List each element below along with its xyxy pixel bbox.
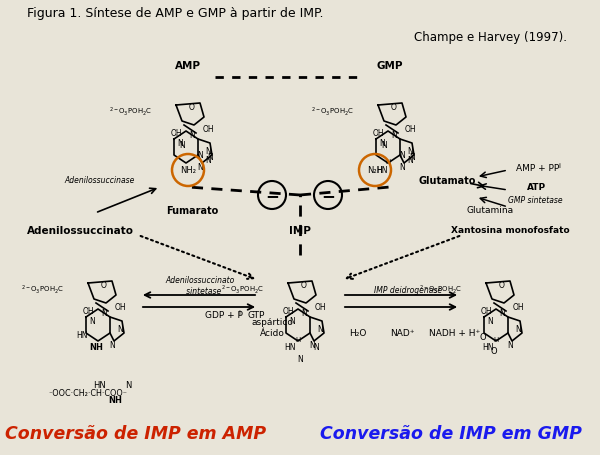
Text: Fumarato: Fumarato [166,206,218,216]
Text: N: N [125,381,131,389]
Text: N: N [109,341,115,350]
Text: N: N [309,341,315,350]
Text: AMP + PP: AMP + PP [517,164,560,173]
Text: N: N [189,131,195,140]
Text: IMP deidrogenase: IMP deidrogenase [374,286,442,295]
Text: −: − [265,187,279,205]
Text: NAD⁺: NAD⁺ [390,329,414,338]
Text: i: i [238,309,240,315]
Text: OH: OH [282,307,294,316]
Text: N: N [179,141,185,150]
Text: O: O [391,103,397,112]
Text: N: N [507,341,513,350]
Text: N: N [297,355,303,364]
Text: O: O [499,281,505,290]
Text: OH: OH [512,303,524,312]
Text: H: H [493,336,499,342]
Text: ⁻OOC·CH₂·CH·COO⁻: ⁻OOC·CH₂·CH·COO⁻ [48,389,127,398]
Text: OH: OH [372,129,384,138]
Text: N: N [399,163,405,172]
Text: O: O [479,333,487,342]
Text: N: N [205,147,211,156]
Text: HN: HN [284,343,296,352]
Text: O: O [491,347,497,356]
Text: OH: OH [480,307,492,316]
Text: $\mathregular{^{2-}O_3POH_2C}$: $\mathregular{^{2-}O_3POH_2C}$ [311,106,354,118]
Text: GMP sintetase: GMP sintetase [508,196,562,205]
Text: HN: HN [376,166,388,175]
Text: N: N [391,131,397,140]
Text: ATP: ATP [527,183,547,192]
Text: HN: HN [482,343,493,352]
Text: N: N [197,163,203,172]
Text: Glutamina: Glutamina [466,206,514,215]
Text: Ácido: Ácido [260,329,284,338]
Text: Xantosina monofosfato: Xantosina monofosfato [451,226,569,235]
Text: OH: OH [202,125,214,134]
Text: N: N [301,309,307,318]
Text: $\mathregular{^{2-}O_3POH_2C}$: $\mathregular{^{2-}O_3POH_2C}$ [221,283,264,296]
Text: N: N [407,147,413,156]
Text: −: − [321,187,335,205]
Text: $\mathregular{^{2-}O_3POH_2C}$: $\mathregular{^{2-}O_3POH_2C}$ [21,283,64,296]
Text: IMP: IMP [289,226,311,236]
Text: N: N [117,325,123,334]
Text: N: N [407,156,413,165]
Text: Adenilossuccinato: Adenilossuccinato [26,226,133,236]
Text: N: N [197,151,203,160]
Text: GDP + P: GDP + P [205,311,243,320]
Text: N: N [499,309,505,318]
Text: HN: HN [76,331,88,340]
Text: NH: NH [108,396,122,404]
Text: AMP: AMP [175,61,201,71]
Text: OH: OH [404,125,416,134]
Text: N: N [381,141,387,150]
Text: Glutamato: Glutamato [418,176,476,186]
Text: Conversão de IMP em AMP: Conversão de IMP em AMP [5,424,266,442]
Text: OH: OH [82,307,94,316]
Text: N: N [409,153,415,162]
Text: Conversão de IMP em GMP: Conversão de IMP em GMP [320,424,582,442]
Text: Adenilossuccinato
   sintetase: Adenilossuccinato sintetase [166,276,235,295]
Text: N: N [177,139,183,148]
Text: aspártico: aspártico [251,318,293,327]
Text: Figura 1. Síntese de AMP e GMP à partir de IMP.: Figura 1. Síntese de AMP e GMP à partir … [27,7,323,20]
Text: HN: HN [94,381,106,389]
Text: N: N [399,151,405,160]
Text: N: N [207,153,213,162]
Text: NH: NH [89,343,103,352]
Text: N: N [205,156,211,165]
Text: N: N [317,325,323,334]
Text: Adenilossuccinase: Adenilossuccinase [65,176,135,185]
Text: GTP: GTP [248,311,265,320]
Text: O: O [301,281,307,290]
Text: $\mathregular{^{2-}O_3POH_2C}$: $\mathregular{^{2-}O_3POH_2C}$ [109,106,152,118]
Text: OH: OH [314,303,326,312]
Text: O: O [101,281,107,290]
Text: N: N [487,317,493,326]
Text: OH: OH [170,129,182,138]
Text: N: N [289,317,295,326]
Text: N: N [379,139,385,148]
Text: Champe e Harvey (1997).: Champe e Harvey (1997). [413,31,566,45]
Text: GMP: GMP [377,61,403,71]
Text: N: N [101,309,107,318]
Text: OH: OH [114,303,126,312]
Text: H: H [385,159,391,165]
Text: O: O [189,103,195,112]
Text: $\mathregular{^{2-}O_3POH_2C}$: $\mathregular{^{2-}O_3POH_2C}$ [419,283,462,296]
Text: N: N [313,343,319,352]
Text: N₂H: N₂H [367,166,383,175]
Text: H₂O: H₂O [349,329,367,338]
Text: NH₂: NH₂ [180,166,196,175]
Text: N: N [515,325,521,334]
Text: i: i [558,162,560,169]
Text: NADH + H⁺: NADH + H⁺ [430,329,481,338]
Text: H: H [295,336,301,342]
Text: N: N [89,317,95,326]
